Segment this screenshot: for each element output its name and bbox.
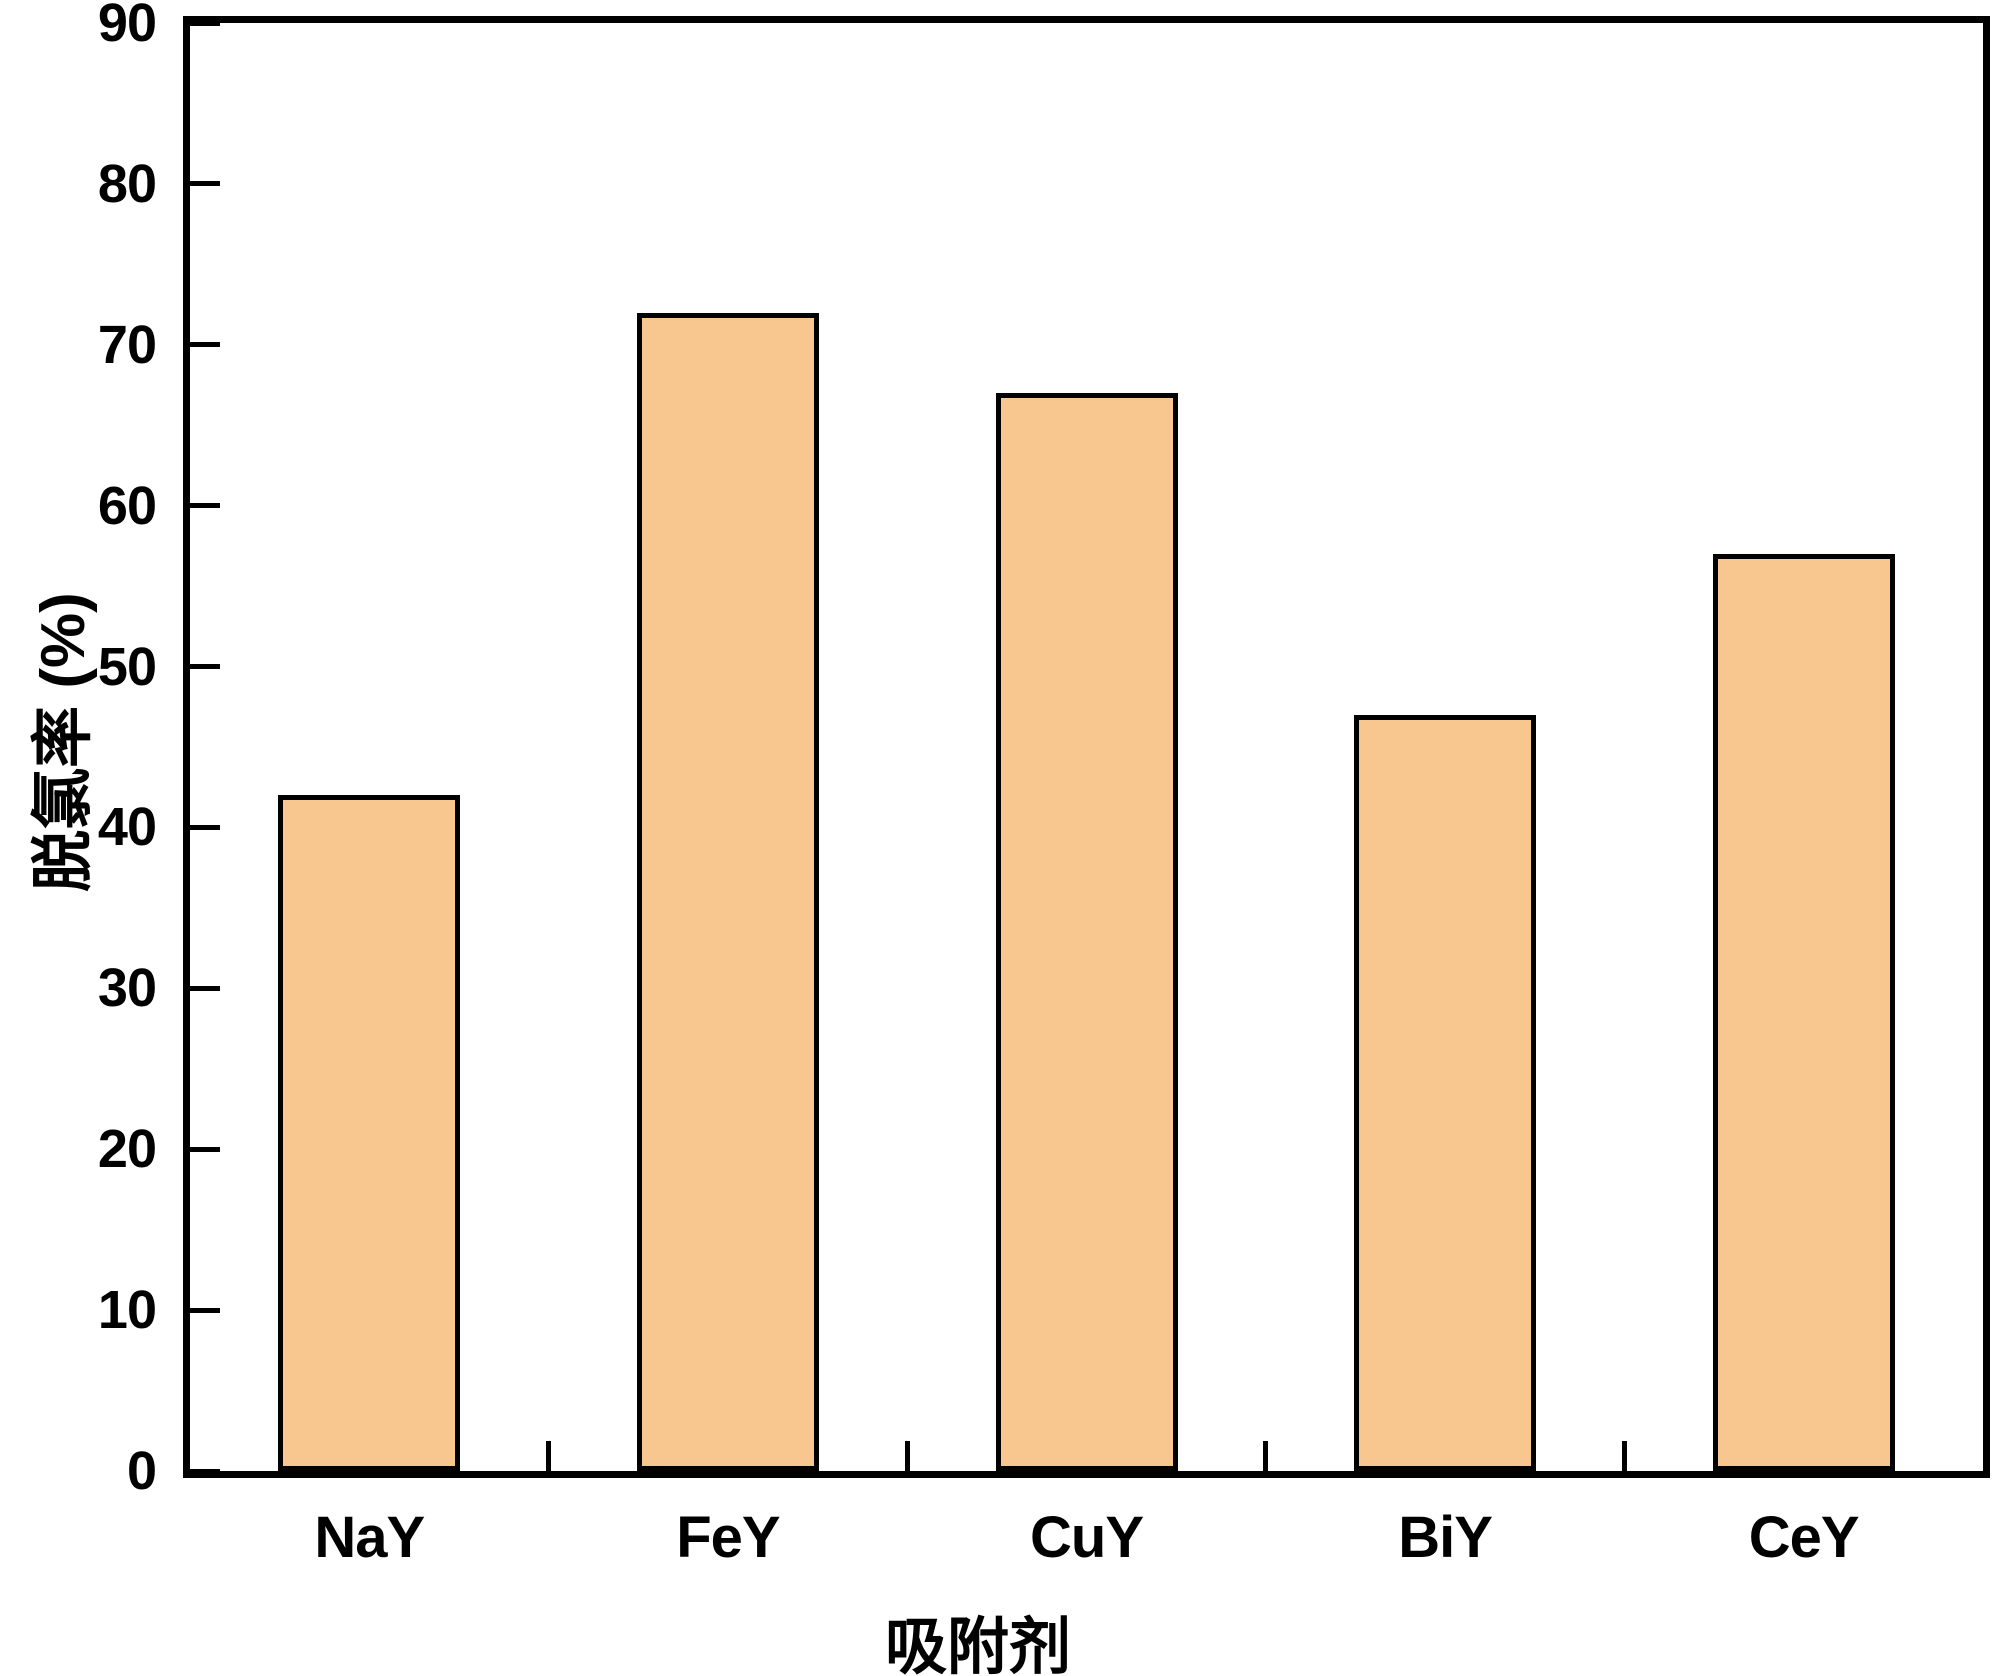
y-tick-label: 40 bbox=[97, 797, 157, 858]
y-tick-label: 80 bbox=[97, 153, 157, 214]
x-tick-label-NaY: NaY bbox=[314, 1505, 425, 1570]
y-tick-label: 10 bbox=[97, 1280, 157, 1341]
y-axis-tick bbox=[190, 1146, 220, 1152]
y-axis-tick bbox=[190, 503, 220, 509]
x-tick-label-BiY: BiY bbox=[1398, 1505, 1493, 1570]
bar-FeY bbox=[636, 312, 819, 1471]
y-axis-tick bbox=[190, 1307, 220, 1313]
y-axis-tick bbox=[190, 1468, 220, 1471]
y-axis-title: 脱氯率 (%) bbox=[29, 592, 98, 892]
y-axis-tick bbox=[190, 824, 220, 830]
category-boundary-tick bbox=[904, 1441, 910, 1471]
category-boundary-tick bbox=[1263, 1441, 1269, 1471]
y-tick-label: 30 bbox=[97, 958, 157, 1019]
category-boundary-tick bbox=[546, 1441, 552, 1471]
y-axis-tick bbox=[190, 664, 220, 670]
category-boundary-tick bbox=[1621, 1441, 1627, 1471]
y-tick-label: 50 bbox=[97, 636, 157, 697]
x-tick-label-CuY: CuY bbox=[1030, 1505, 1144, 1570]
x-tick-label-FeY: FeY bbox=[676, 1505, 780, 1570]
bar-CeY bbox=[1712, 553, 1895, 1471]
plot-area bbox=[183, 16, 1990, 1478]
y-axis-tick bbox=[190, 342, 220, 348]
x-tick-label-CeY: CeY bbox=[1748, 1505, 1860, 1570]
y-tick-label: 20 bbox=[97, 1119, 157, 1180]
bar-CuY bbox=[995, 393, 1178, 1471]
bar-NaY bbox=[278, 795, 461, 1471]
y-axis-tick bbox=[190, 985, 220, 991]
y-tick-label: 0 bbox=[126, 1441, 157, 1501]
y-tick-label: 70 bbox=[97, 314, 157, 375]
bar-BiY bbox=[1354, 714, 1537, 1471]
y-axis-tick bbox=[190, 23, 220, 26]
y-axis-tick bbox=[190, 181, 220, 187]
y-tick-label: 60 bbox=[97, 475, 157, 536]
y-tick-label: 90 bbox=[97, 0, 157, 53]
x-axis-title: 吸附剂 bbox=[884, 1613, 1072, 1676]
